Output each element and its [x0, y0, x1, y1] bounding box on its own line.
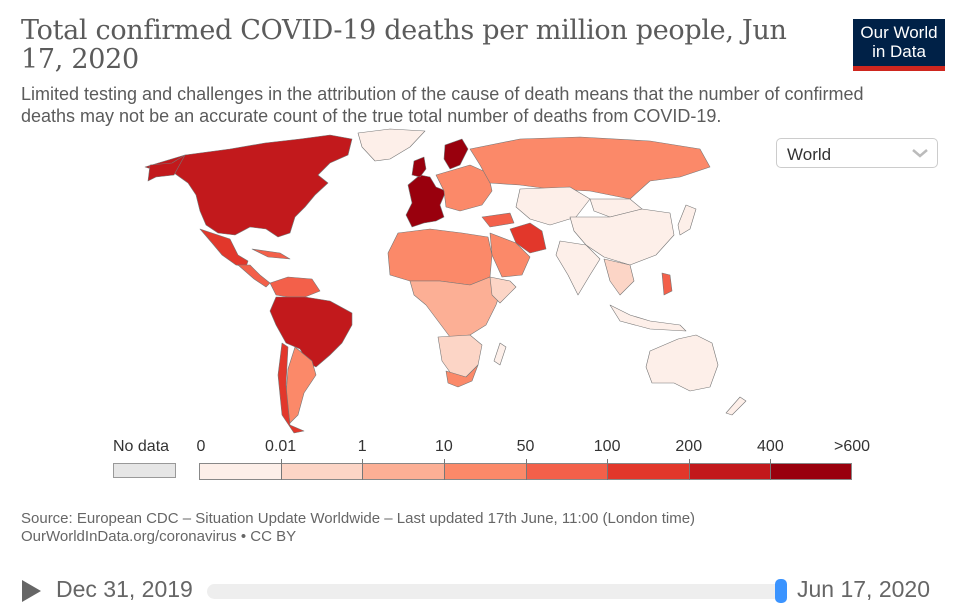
source-link[interactable]: OurWorldInData.org/coronavirus • CC BY [21, 528, 297, 545]
legend-tick [688, 459, 690, 480]
source-note: Source: European CDC – Situation Update … [21, 510, 695, 546]
color-legend: No data 0 0.01 1 10 50 100 200 400 >600 [0, 438, 958, 488]
legend-bin [362, 463, 444, 480]
legend-tick [607, 459, 609, 480]
region-scandinavia [443, 138, 469, 170]
world-map[interactable] [90, 125, 750, 440]
region-central-asia [515, 186, 591, 226]
chevron-down-icon [912, 149, 928, 158]
region-north-america [144, 134, 353, 238]
play-icon[interactable] [22, 580, 41, 602]
region-chile [277, 342, 305, 434]
legend-bin [280, 463, 363, 480]
legend-tick-label: 10 [434, 438, 453, 455]
legend-tick [525, 459, 527, 480]
region-brazil-peru [269, 296, 353, 368]
region-indonesia [609, 304, 687, 332]
legend-tick [770, 459, 772, 480]
legend-bin [525, 463, 608, 480]
chart-title: Total confirmed COVID-19 deaths per mill… [21, 15, 787, 75]
legend-bin [688, 463, 771, 480]
logo-line-1: Our World [860, 23, 938, 42]
region-horn-africa [489, 276, 517, 304]
timeline-start-date: Dec 31, 2019 [56, 576, 193, 602]
region-india [555, 240, 601, 296]
region-greenland [357, 128, 426, 162]
region-madagascar [493, 342, 507, 366]
region-russia [469, 136, 711, 200]
legend-tick-label: 50 [516, 438, 535, 455]
source-text: Source: European CDC – Situation Update … [21, 510, 696, 527]
region-alaska [147, 154, 186, 182]
legend-tick-label: 0.01 [265, 438, 297, 455]
legend-tick-label: 1 [357, 438, 367, 455]
region-new-zealand [725, 396, 747, 416]
legend-tick [280, 459, 282, 480]
logo-bar [853, 66, 945, 71]
owid-logo[interactable]: Our World in Data [853, 19, 945, 71]
legend-tick [362, 459, 364, 480]
legend-tick-label: 200 [675, 438, 703, 455]
region-caribbean [251, 248, 291, 260]
timeline-end-date: Jun 17, 2020 [797, 576, 931, 602]
region-eastern-europe [435, 164, 493, 212]
legend-tick-label: 100 [593, 438, 621, 455]
logo-line-2: in Data [872, 42, 926, 61]
legend-no-data-swatch [113, 463, 176, 478]
region-mexico [199, 228, 249, 268]
legend-tick [443, 459, 445, 480]
region-uk [411, 156, 427, 178]
region-south-africa [445, 364, 479, 388]
legend-bin [607, 463, 689, 480]
region-western-europe [405, 174, 447, 228]
region-se-asia [603, 258, 635, 296]
region-argentina [285, 346, 317, 424]
region-australia [645, 334, 719, 392]
legend-tick-label: >600 [833, 438, 871, 455]
legend-tick-label: 400 [757, 438, 784, 455]
region-north-africa [387, 228, 493, 286]
region-select[interactable]: World [776, 138, 938, 168]
region-japan [677, 204, 697, 236]
chart-subtitle: Limited testing and challenges in the at… [21, 84, 864, 126]
legend-bin [770, 463, 852, 480]
region-turkey [481, 212, 515, 228]
region-china [569, 208, 675, 266]
timeline-handle[interactable] [775, 579, 787, 603]
region-central-africa [409, 276, 503, 338]
timeline-track[interactable] [207, 584, 782, 599]
region-central-america [237, 264, 271, 288]
region-select-value: World [787, 145, 832, 164]
legend-tick-label: 0 [196, 438, 206, 455]
region-philippines [661, 272, 673, 296]
region-nw-south-america [269, 276, 321, 298]
legend-bin [443, 463, 526, 480]
legend-no-data-label: No data [113, 438, 170, 455]
legend-bin [199, 463, 281, 480]
